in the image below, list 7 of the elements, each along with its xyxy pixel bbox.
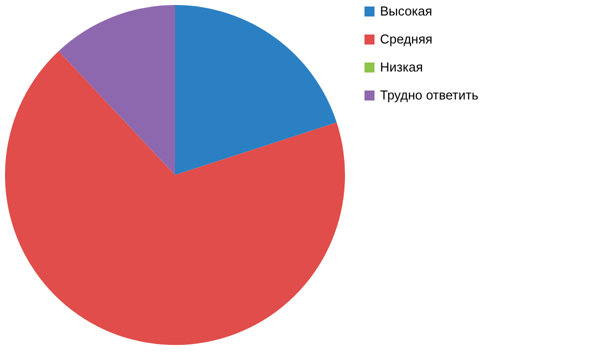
- legend-label: Трудно ответить: [380, 88, 479, 102]
- legend-label: Средняя: [380, 32, 432, 46]
- pie-slice: [175, 5, 337, 175]
- legend-label: Высокая: [380, 4, 432, 18]
- pie-slice: [5, 51, 345, 345]
- legend-label: Низкая: [380, 60, 423, 74]
- pie-slice: [58, 5, 175, 175]
